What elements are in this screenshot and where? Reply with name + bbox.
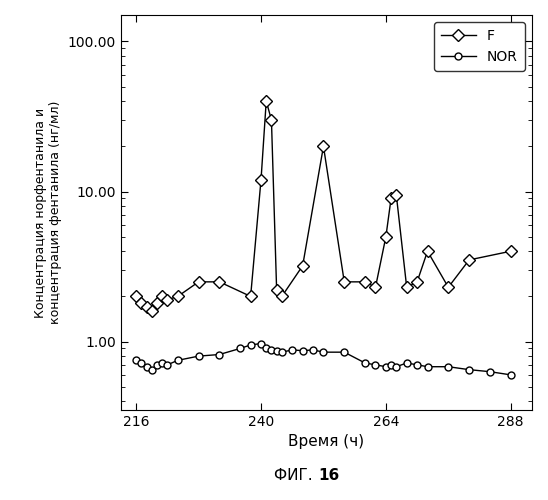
Line: F: F: [132, 97, 515, 315]
F: [143, 304, 150, 310]
NOR: [466, 366, 472, 372]
F: [278, 294, 285, 300]
F: [466, 257, 472, 263]
NOR: [258, 340, 264, 346]
Legend: F, NOR: F, NOR: [434, 22, 524, 71]
Text: ФИГ.: ФИГ.: [275, 468, 318, 483]
NOR: [278, 349, 285, 355]
NOR: [138, 360, 145, 366]
NOR: [159, 360, 165, 366]
F: [341, 279, 347, 285]
F: [445, 284, 452, 290]
NOR: [310, 347, 316, 353]
NOR: [247, 342, 254, 348]
Y-axis label: Концентрация норфентанила и
концентрация фентанила (нг/мл): Концентрация норфентанила и концентрация…: [34, 101, 62, 324]
F: [263, 98, 270, 104]
NOR: [414, 362, 420, 368]
F: [149, 308, 155, 314]
F: [153, 300, 160, 306]
NOR: [424, 364, 431, 370]
F: [138, 300, 145, 306]
F: [268, 117, 275, 123]
NOR: [268, 347, 275, 353]
NOR: [403, 360, 410, 366]
Line: NOR: NOR: [133, 340, 514, 378]
NOR: [216, 352, 222, 358]
NOR: [341, 349, 347, 355]
NOR: [143, 364, 150, 370]
F: [414, 279, 420, 285]
NOR: [153, 362, 160, 368]
F: [247, 294, 254, 300]
NOR: [388, 362, 395, 368]
F: [195, 279, 202, 285]
F: [372, 284, 379, 290]
NOR: [263, 346, 270, 352]
F: [383, 234, 389, 239]
NOR: [362, 360, 368, 366]
NOR: [174, 358, 181, 364]
F: [424, 248, 431, 254]
NOR: [320, 349, 327, 355]
F: [258, 176, 264, 182]
NOR: [445, 364, 452, 370]
Text: 16: 16: [318, 468, 339, 483]
NOR: [133, 358, 139, 364]
X-axis label: Время (ч): Время (ч): [288, 434, 364, 450]
F: [299, 263, 306, 269]
F: [403, 284, 410, 290]
F: [216, 279, 222, 285]
F: [174, 294, 181, 300]
F: [507, 248, 514, 254]
NOR: [273, 348, 280, 354]
NOR: [299, 348, 306, 354]
NOR: [383, 364, 389, 370]
NOR: [507, 372, 514, 378]
F: [393, 192, 399, 198]
F: [362, 279, 368, 285]
NOR: [164, 362, 170, 368]
F: [159, 294, 165, 300]
NOR: [237, 346, 243, 352]
F: [133, 294, 139, 300]
NOR: [372, 362, 379, 368]
NOR: [289, 347, 295, 353]
F: [320, 144, 327, 150]
NOR: [195, 353, 202, 359]
NOR: [149, 366, 155, 372]
F: [388, 196, 395, 202]
F: [273, 287, 280, 293]
NOR: [487, 368, 493, 374]
F: [164, 296, 170, 302]
NOR: [393, 364, 399, 370]
